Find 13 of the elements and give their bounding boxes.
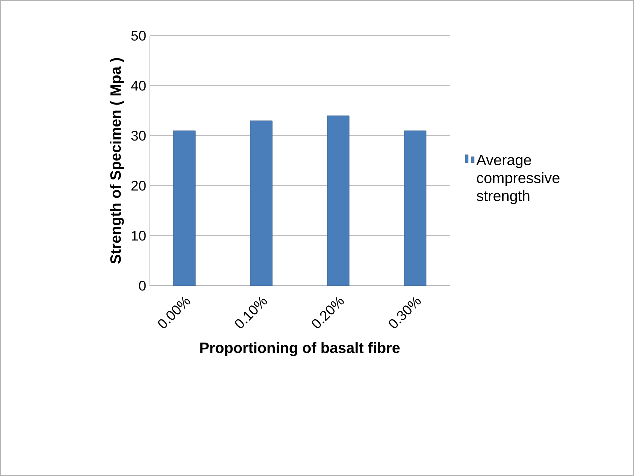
y-tick-label: 30 (132, 131, 146, 141)
y-tick-label: 50 (132, 31, 146, 41)
y-tick-label: 10 (132, 231, 146, 241)
y-tick-label: 20 (132, 181, 146, 191)
y-tick-label: 40 (131, 81, 146, 91)
bar (173, 130, 196, 286)
legend-label: Average compressive strength (476, 155, 560, 204)
bar (404, 130, 427, 286)
bar (327, 116, 350, 286)
bar (250, 120, 273, 286)
y-axis-title: Strength of Specimen ( Mpa ) (110, 58, 124, 264)
y-tick-label: 0 (139, 281, 146, 291)
x-axis-title: Proportioning of basalt fibre (200, 342, 400, 356)
